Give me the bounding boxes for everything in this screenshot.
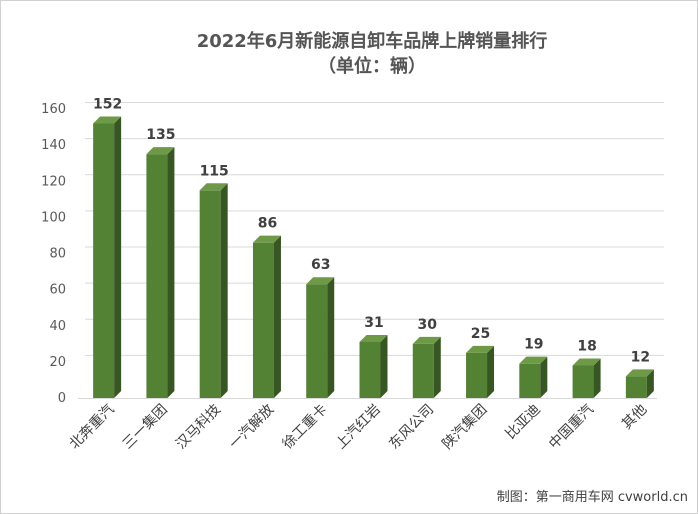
bar-top bbox=[146, 147, 175, 155]
data-label: 135 bbox=[146, 127, 175, 143]
data-label: 25 bbox=[471, 326, 490, 342]
bar-top bbox=[466, 345, 495, 353]
y-tick-label: 120 bbox=[41, 174, 66, 189]
bar-side bbox=[487, 345, 495, 398]
bar-top bbox=[306, 277, 335, 285]
bar-front bbox=[306, 284, 328, 398]
bar bbox=[252, 235, 281, 398]
bar-top bbox=[252, 235, 281, 243]
bar bbox=[199, 183, 228, 398]
chart-title: 2022年6月新能源自卸车品牌上牌销量排行 bbox=[197, 30, 548, 52]
x-tick-label: 上汽红岩 bbox=[333, 402, 384, 453]
bar-top bbox=[93, 116, 122, 124]
bar-side bbox=[273, 235, 281, 398]
bar bbox=[572, 358, 601, 398]
x-tick-label: 徐工重卡 bbox=[280, 402, 331, 453]
data-label: 30 bbox=[418, 317, 438, 333]
bar bbox=[359, 335, 388, 398]
bar-side bbox=[327, 277, 335, 398]
bar bbox=[625, 369, 654, 398]
y-tick-label: 80 bbox=[49, 247, 66, 262]
x-tick-label: 中国重汽 bbox=[546, 402, 597, 453]
bar bbox=[146, 147, 175, 398]
bar-side bbox=[220, 183, 228, 398]
x-tick-label: 陕汽集团 bbox=[439, 401, 491, 453]
x-tick-label: 一汽解放 bbox=[226, 402, 277, 453]
chart-subtitle: （单位：辆） bbox=[318, 55, 426, 77]
bar-side bbox=[380, 335, 388, 398]
bars: 152 135 115 86 63 31 30 25 19 18 12 bbox=[93, 96, 654, 398]
x-tick-label: 其他 bbox=[619, 402, 650, 433]
data-label: 18 bbox=[577, 338, 596, 354]
bar-top bbox=[625, 369, 654, 377]
bar-front bbox=[252, 242, 274, 398]
bar-side bbox=[593, 358, 601, 398]
bar-front bbox=[412, 343, 434, 398]
data-label: 19 bbox=[524, 337, 543, 353]
bar-top bbox=[359, 335, 388, 343]
bar-side bbox=[114, 116, 122, 398]
x-tick-label: 东风公司 bbox=[386, 402, 437, 453]
bar-side bbox=[646, 369, 654, 398]
y-tick-label: 100 bbox=[41, 210, 66, 225]
bar-top bbox=[412, 336, 441, 344]
y-tick-label: 140 bbox=[41, 138, 66, 153]
bar-side bbox=[540, 356, 548, 398]
bar-top bbox=[199, 183, 228, 191]
bar-top bbox=[572, 358, 601, 366]
y-axis: 0 20 40 60 80 100 120 140 160 bbox=[41, 102, 66, 406]
bar-front bbox=[359, 342, 381, 398]
data-label: 12 bbox=[631, 349, 650, 365]
bar bbox=[466, 345, 495, 398]
bar-front bbox=[466, 352, 488, 398]
y-tick-label: 0 bbox=[58, 391, 66, 406]
bar-front bbox=[519, 363, 541, 398]
y-tick-label: 160 bbox=[41, 102, 66, 117]
bar-front bbox=[199, 190, 221, 398]
bar-side bbox=[433, 336, 441, 398]
bar-front bbox=[625, 376, 647, 398]
bar-front bbox=[93, 123, 115, 398]
credit-text: 制图：第一商用车网 cvworld.cn bbox=[497, 489, 688, 505]
x-tick-label: 比亚迪 bbox=[503, 402, 544, 443]
bar-front bbox=[146, 154, 168, 398]
data-label: 152 bbox=[93, 96, 122, 112]
bar-top bbox=[519, 356, 548, 364]
bar bbox=[412, 336, 441, 398]
data-label: 31 bbox=[364, 315, 383, 331]
data-label: 63 bbox=[311, 257, 330, 273]
x-tick-label: 北奔重汽 bbox=[67, 402, 118, 453]
data-label: 86 bbox=[258, 216, 277, 232]
y-tick-label: 20 bbox=[49, 355, 66, 370]
x-tick-label: 汉马科技 bbox=[173, 402, 224, 453]
bar bbox=[306, 277, 335, 398]
data-label: 115 bbox=[200, 163, 229, 179]
bar bbox=[93, 116, 122, 398]
x-tick-label: 三一集团 bbox=[119, 401, 171, 453]
bar bbox=[519, 356, 548, 398]
y-tick-label: 40 bbox=[49, 319, 66, 334]
y-tick-label: 60 bbox=[49, 283, 66, 298]
gridlines bbox=[78, 102, 664, 399]
x-axis: 北奔重汽 三一集团 汉马科技 一汽解放 徐工重卡 上汽红岩 东风公司 陕汽集团 比亚迪 中国重汽其… bbox=[67, 401, 651, 453]
bar-side bbox=[167, 147, 175, 398]
bar-front bbox=[572, 365, 594, 398]
